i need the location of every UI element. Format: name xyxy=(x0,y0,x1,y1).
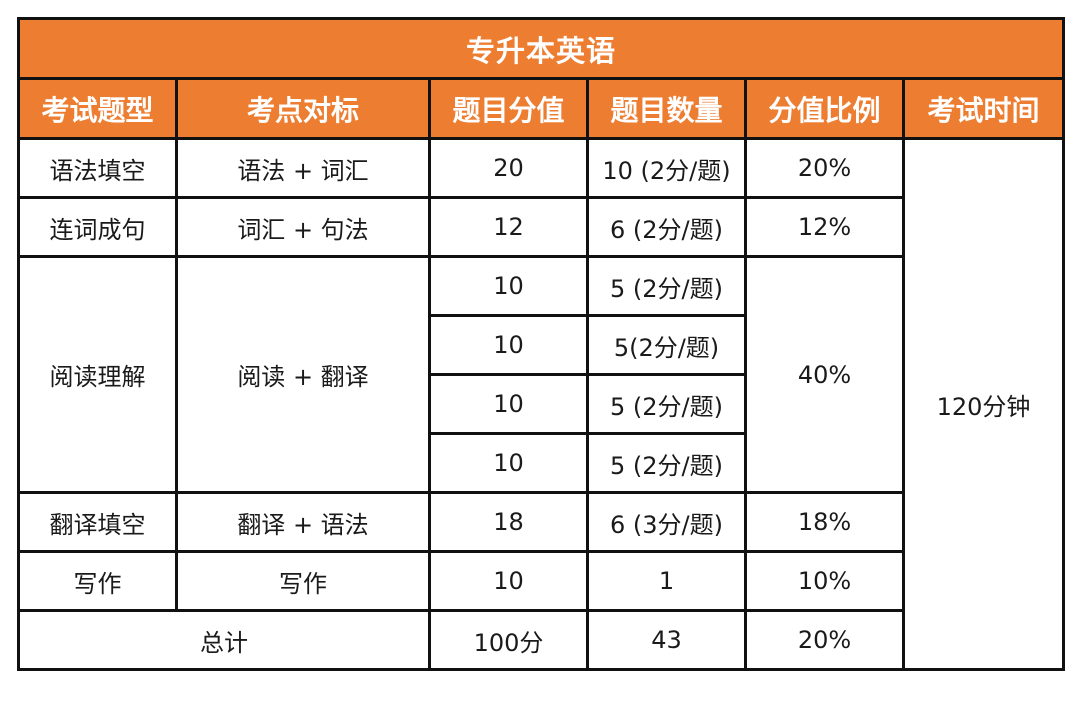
cell-score: 12 xyxy=(428,196,589,258)
table-row: 阅读理解 阅读 + 翻译 10 5 (2分/题) 40% xyxy=(17,255,1064,494)
header-ratio: 分值比例 xyxy=(744,77,905,140)
cell-exam-time: 120分钟 xyxy=(901,137,1066,671)
cell-type: 语法填空 xyxy=(17,137,178,199)
total-ratio: 20% xyxy=(744,609,905,671)
cell-ratio: 40% xyxy=(744,255,905,494)
header-exam-time: 考试时间 xyxy=(901,77,1066,140)
cell-type: 阅读理解 xyxy=(17,255,178,494)
cell-ratio: 18% xyxy=(744,491,905,553)
table-row: 连词成句 词汇 + 句法 12 6 (2分/题) 12% xyxy=(17,196,1064,258)
header-exam-point: 考点对标 xyxy=(175,77,431,140)
cell-ratio: 20% xyxy=(744,137,905,199)
table-row: 10 5 (2分/题) xyxy=(19,373,1064,435)
cell-score: 10 xyxy=(428,314,589,376)
exam-table: 专升本英语 考试题型 考点对标 题目分值 题目数量 分值比例 考试时间 语法填空… xyxy=(16,17,1066,671)
cell-count: 5 (2分/题) xyxy=(586,373,747,435)
total-row: 总计 100分 43 20% xyxy=(17,609,1064,671)
table-row: 10 5(2分/题) xyxy=(19,314,1064,376)
table-title: 专升本英语 xyxy=(16,17,1066,80)
total-score: 100分 xyxy=(428,609,589,671)
cell-count: 5(2分/题) xyxy=(586,314,747,376)
cell-score: 10 xyxy=(428,432,589,494)
cell-count: 6 (3分/题) xyxy=(586,491,747,553)
header-score: 题目分值 xyxy=(428,77,589,140)
total-count: 43 xyxy=(586,609,747,671)
cell-score: 20 xyxy=(428,137,589,199)
cell-type: 连词成句 xyxy=(17,196,178,258)
cell-point: 语法 + 词汇 xyxy=(175,137,431,199)
cell-type: 翻译填空 xyxy=(17,491,178,553)
cell-count: 5 (2分/题) xyxy=(586,432,747,494)
cell-point: 写作 xyxy=(175,550,431,612)
cell-count: 5 (2分/题) xyxy=(586,255,747,317)
cell-count: 10 (2分/题) xyxy=(586,137,747,199)
cell-ratio: 10% xyxy=(744,550,905,612)
cell-count: 1 xyxy=(586,550,747,612)
cell-type: 写作 xyxy=(17,550,178,612)
cell-point: 词汇 + 句法 xyxy=(175,196,431,258)
table-row: 写作 写作 10 1 10% xyxy=(17,550,1064,612)
cell-score: 10 xyxy=(428,255,589,317)
cell-point: 阅读 + 翻译 xyxy=(175,255,431,494)
header-count: 题目数量 xyxy=(586,77,747,140)
total-label: 总计 xyxy=(17,609,431,671)
table-row: 语法填空 语法 + 词汇 20 10 (2分/题) 20% 120分钟 xyxy=(17,137,1066,671)
cell-score: 10 xyxy=(428,550,589,612)
title-row: 专升本英语 xyxy=(16,17,1066,80)
header-exam-type: 考试题型 xyxy=(17,77,178,140)
table-row: 10 5 (2分/题) xyxy=(19,432,1064,494)
cell-count: 6 (2分/题) xyxy=(586,196,747,258)
header-row: 考试题型 考点对标 题目分值 题目数量 分值比例 考试时间 xyxy=(17,77,1066,140)
table-row: 翻译填空 翻译 + 语法 18 6 (3分/题) 18% xyxy=(17,491,1064,553)
cell-score: 18 xyxy=(428,491,589,553)
cell-point: 翻译 + 语法 xyxy=(175,491,431,553)
cell-score: 10 xyxy=(428,373,589,435)
cell-ratio: 12% xyxy=(744,196,905,258)
